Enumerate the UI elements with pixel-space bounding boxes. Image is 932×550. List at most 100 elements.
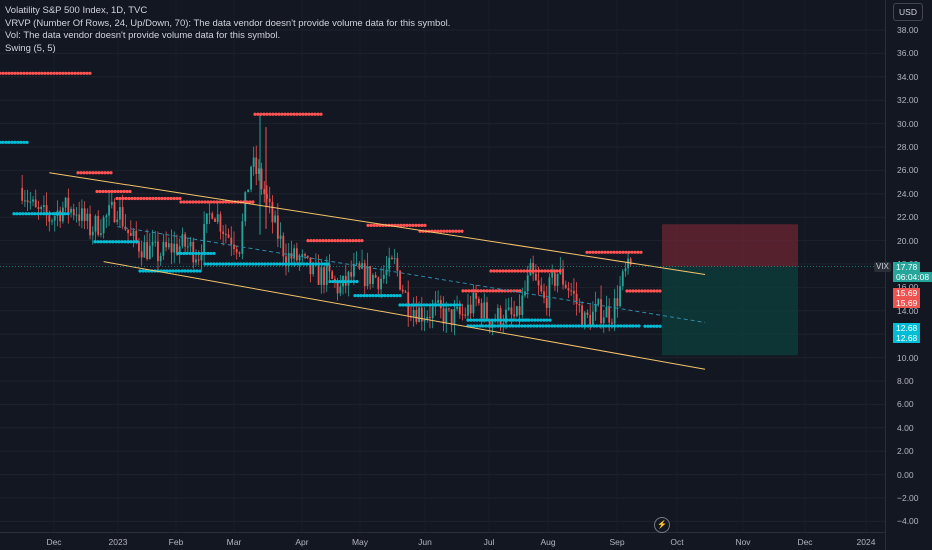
swing-high-marker [128, 189, 132, 194]
swing-low-marker [355, 279, 359, 284]
candle-body [203, 224, 206, 256]
swing-low-marker [613, 324, 617, 328]
swing-high-marker [615, 250, 619, 254]
swing-low-marker [407, 303, 411, 307]
swing-low-marker [541, 324, 545, 328]
swing-high-marker [79, 71, 83, 75]
swing-high-marker [594, 250, 598, 254]
swing-high-marker [485, 289, 489, 293]
swing-high-marker [531, 269, 535, 273]
swing-low-marker [395, 293, 399, 298]
swing-high-marker [316, 112, 320, 116]
swing-high-marker [402, 223, 406, 227]
candle-body [51, 220, 53, 222]
swing-low-marker [212, 262, 216, 266]
swing-high-marker [119, 189, 123, 194]
candle-body [624, 268, 627, 272]
swing-low-marker [230, 262, 234, 266]
swing-high-marker [145, 196, 149, 201]
candle-body [72, 208, 75, 216]
swing-high-marker [160, 196, 164, 201]
vol-indicator-label[interactable]: Vol: The data vendor doesn't provide vol… [5, 30, 281, 42]
swing-high-marker [507, 269, 511, 273]
swing-low-marker [353, 293, 357, 298]
candle-body [483, 302, 486, 319]
candle-body [119, 207, 121, 220]
candle-body [295, 248, 298, 261]
candle-body [586, 312, 589, 315]
swing-low-marker [185, 251, 189, 256]
vrvp-indicator-label[interactable]: VRVP (Number Of Rows, 24, Up/Down, 70): … [5, 17, 451, 29]
swing-low-marker [398, 303, 402, 307]
swing-low-marker [18, 212, 22, 216]
swing-high-marker [122, 189, 126, 194]
swing-high-label: 15.69 [893, 298, 921, 308]
swing-low-marker [290, 262, 294, 266]
swing-low-marker [610, 324, 614, 328]
swing-low-marker [45, 212, 49, 216]
swing-high-marker [268, 112, 272, 116]
swing-high-marker [315, 239, 319, 243]
candle-body [510, 307, 513, 315]
price-tick-label: 38.00 [897, 25, 919, 35]
candle-body [507, 307, 510, 310]
candle-body [540, 285, 543, 292]
swing-low-marker [105, 240, 109, 244]
candle-body [380, 278, 382, 290]
swing-low-marker [542, 318, 546, 322]
candle-body [224, 233, 227, 235]
swing-low-marker [206, 262, 210, 266]
swing-low-marker [655, 324, 659, 328]
swing-high-marker [103, 171, 107, 175]
swing-high-marker [537, 269, 541, 273]
symbol-title[interactable]: Volatility S&P 500 Index, 1D, TVC [5, 5, 148, 16]
swing-high-marker [61, 71, 65, 75]
swing-high-marker [25, 71, 29, 75]
swing-high-marker [292, 112, 296, 116]
candles [21, 114, 632, 336]
candle-body [353, 263, 355, 277]
swing-low-marker [263, 262, 267, 266]
swing-high-marker [436, 229, 440, 233]
swing-high-marker [423, 223, 427, 227]
time-axis[interactable] [0, 532, 885, 550]
position-zones[interactable] [662, 224, 798, 356]
candle-body [372, 275, 374, 284]
time-tick-label: Oct [670, 537, 684, 547]
swing-high-marker [543, 269, 547, 273]
candle-body [26, 200, 29, 203]
swing-low-marker [625, 324, 629, 328]
swing-high-marker [360, 239, 364, 243]
swing-low-marker [496, 324, 500, 328]
currency-button[interactable]: USD [893, 3, 923, 21]
price-axis[interactable] [885, 0, 932, 550]
time-tick-label: Dec [797, 537, 813, 547]
swing-high-marker [319, 112, 323, 116]
swing-low-marker [180, 269, 184, 273]
candle-body [230, 237, 233, 245]
trend-channel[interactable] [49, 172, 706, 370]
swing-indicator-label[interactable]: Swing (5, 5) [5, 42, 56, 54]
swing-high-marker [534, 269, 538, 273]
swing-high-marker [307, 112, 311, 116]
swing-low-marker [168, 269, 172, 273]
swing-low-marker [520, 324, 524, 328]
candle-body [570, 290, 573, 292]
swing-low-marker [634, 324, 638, 328]
candle-body [129, 233, 132, 236]
swing-low-marker [481, 324, 485, 328]
swing-high-marker [76, 71, 80, 75]
swing-low-marker [496, 318, 500, 322]
candle-body [298, 257, 301, 261]
candle-body [268, 198, 271, 202]
candle-body [477, 298, 480, 304]
candle-body [581, 305, 583, 327]
candle-body [597, 299, 600, 305]
candle-body [331, 271, 334, 279]
swing-low-marker [589, 324, 593, 328]
swing-low-marker [487, 318, 491, 322]
swing-low-marker [622, 324, 626, 328]
go-to-realtime-icon[interactable]: ⚡ [654, 517, 670, 533]
swing-high-marker [304, 112, 308, 116]
